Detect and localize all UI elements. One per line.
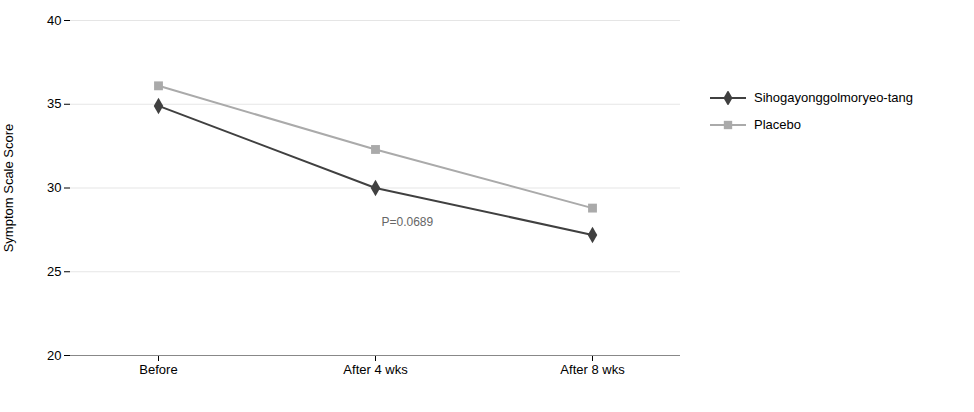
svg-text:40: 40 — [47, 13, 61, 28]
svg-text:After 8 wks: After 8 wks — [560, 362, 625, 377]
svg-text:P=0.0689: P=0.0689 — [382, 215, 434, 229]
svg-text:20: 20 — [47, 348, 61, 363]
svg-text:35: 35 — [47, 96, 61, 111]
svg-text:After 4 wks: After 4 wks — [343, 362, 408, 377]
svg-text:Before: Before — [139, 362, 177, 377]
html-text:Placebo: Placebo — [754, 117, 801, 132]
svg-text:Symptom Scale Score: Symptom Scale Score — [1, 124, 16, 253]
html-text:Sihogayonggolmoryeo-tang: Sihogayonggolmoryeo-tang — [754, 90, 913, 105]
svg-text:30: 30 — [47, 180, 61, 195]
svg-text:25: 25 — [47, 264, 61, 279]
